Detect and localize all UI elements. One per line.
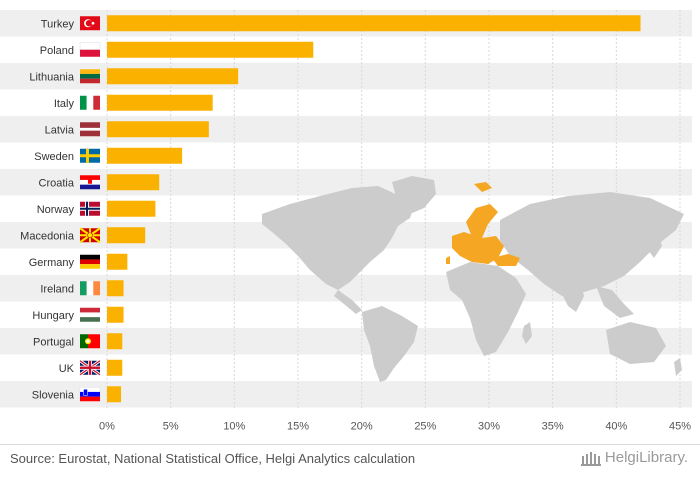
source-note: Source: Eurostat, National Statistical O…: [10, 451, 416, 466]
category-label: Portugal: [33, 336, 74, 348]
category-label: Italy: [54, 98, 75, 110]
x-tick-label: 15%: [287, 421, 309, 433]
brand-name: HelgiLibrary.: [604, 449, 688, 466]
ireland-flag-icon: [80, 281, 100, 296]
row-stripe: [0, 63, 692, 90]
bar: [107, 386, 122, 403]
slovenia-flag-icon: [79, 387, 101, 402]
greenland-shape: [392, 176, 436, 214]
africa-shape: [446, 262, 526, 356]
category-label: Germany: [29, 257, 75, 269]
x-tick-label: 35%: [542, 421, 564, 433]
x-tick-label: 40%: [605, 421, 627, 433]
category-label: Sweden: [34, 151, 74, 163]
bar: [107, 41, 314, 58]
bars: [107, 15, 641, 403]
category-label: Macedonia: [20, 230, 75, 242]
bar: [107, 200, 156, 217]
india-shape: [560, 280, 584, 312]
new-zealand-shape: [674, 358, 682, 376]
bar: [107, 359, 123, 376]
scandinavia-highlight: [466, 204, 498, 242]
bar: [107, 147, 183, 164]
svalbard-highlight: [474, 182, 492, 192]
bar: [107, 121, 209, 138]
croatia-flag-icon: [80, 175, 100, 190]
category-label: Latvia: [45, 124, 75, 136]
library-icon: [580, 451, 601, 466]
latvia-flag-icon: [80, 122, 100, 137]
bar: [107, 15, 641, 32]
uk-flag-icon: [79, 359, 101, 376]
bar: [107, 333, 123, 350]
row-stripe: [0, 116, 692, 143]
portugal-flag-icon: [80, 334, 100, 349]
eurasia-shape: [500, 192, 684, 296]
bar: [107, 280, 124, 297]
japan-shape: [648, 232, 662, 258]
footer-divider: [0, 444, 700, 445]
australia-shape: [606, 322, 666, 364]
brand-logo: HelgiLibrary.: [580, 449, 688, 466]
world-map: [262, 176, 684, 382]
category-label: Poland: [40, 45, 74, 57]
hungary-flag-icon: [80, 307, 100, 322]
bar-chart: Turkey Poland Lithuania Italy Latvia Sweden Cr…: [0, 10, 692, 433]
category-label: Ireland: [40, 283, 74, 295]
category-label: Hungary: [32, 310, 74, 322]
bar: [107, 174, 160, 191]
x-tick-label: 30%: [478, 421, 500, 433]
bar: [107, 306, 124, 323]
row-stripe: [0, 328, 692, 355]
lithuania-flag-icon: [80, 69, 100, 84]
bar: [107, 227, 146, 244]
turkey-flag-icon: [80, 16, 100, 31]
central-america-shape: [334, 290, 362, 314]
italy-flag-icon: [80, 95, 100, 110]
x-tick-label: 45%: [669, 421, 691, 433]
bar: [107, 253, 128, 270]
x-tick-label: 10%: [223, 421, 245, 433]
x-tick-label: 5%: [163, 421, 179, 433]
category-label: Norway: [37, 204, 75, 216]
row-stripe: [0, 381, 692, 408]
x-tick-label: 0%: [99, 421, 115, 433]
madagascar-shape: [522, 322, 532, 344]
macedonia-flag-icon: [79, 227, 101, 244]
north-america-shape: [262, 186, 414, 290]
category-label: Croatia: [39, 177, 75, 189]
south-america-shape: [362, 306, 418, 382]
category-label: Turkey: [41, 18, 75, 30]
bar: [107, 68, 239, 85]
poland-flag-icon: [79, 42, 101, 57]
x-tick-label: 20%: [351, 421, 373, 433]
norway-flag-icon: [80, 201, 100, 216]
category-labels: Turkey Poland Lithuania Italy Latvia Sweden Cr…: [20, 18, 75, 401]
x-axis-tick-labels: 0% 5% 10% 15% 20% 25% 30% 35% 40% 45%: [99, 421, 691, 433]
bar: [107, 94, 213, 111]
turkey-highlight: [492, 254, 520, 266]
europe-highlight: [452, 232, 504, 264]
portugal-highlight: [446, 256, 450, 264]
category-label: UK: [59, 363, 75, 375]
sweden-flag-icon: [80, 148, 100, 163]
x-tick-label: 25%: [414, 421, 436, 433]
southeast-asia-shape: [596, 286, 634, 318]
country-flags: [79, 16, 101, 402]
category-label: Slovenia: [32, 389, 75, 401]
category-label: Lithuania: [29, 71, 75, 83]
germany-flag-icon: [80, 254, 100, 269]
